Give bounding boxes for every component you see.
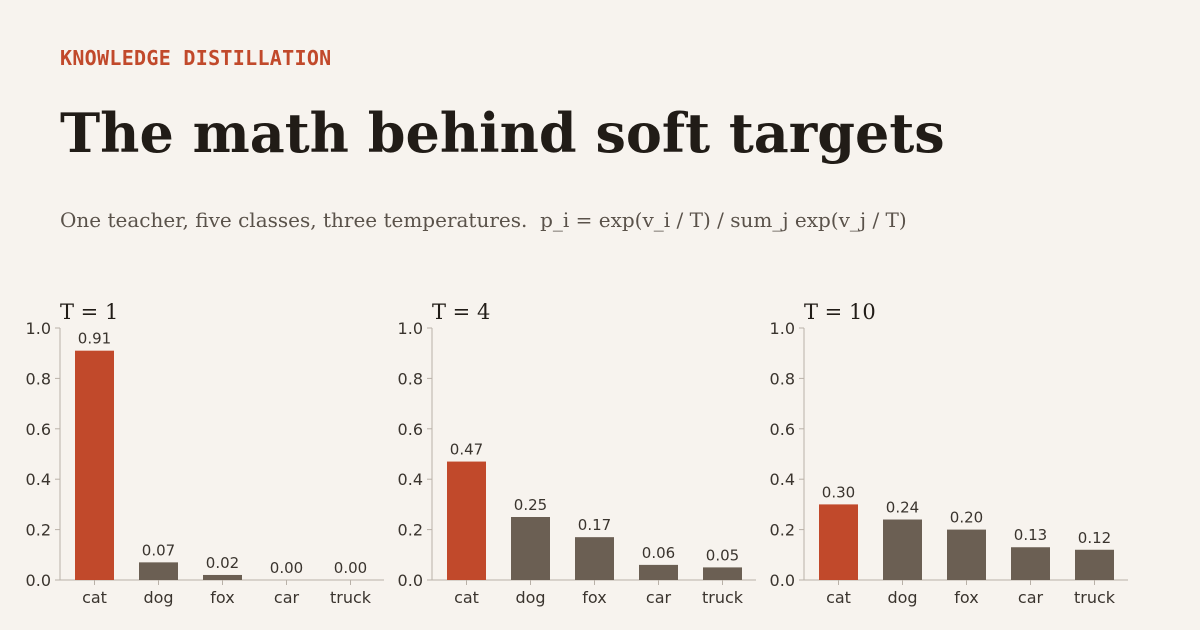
- y-tick-label: 0.8: [770, 369, 795, 388]
- y-tick-label: 0.4: [26, 470, 51, 489]
- bar-fox: [575, 537, 614, 580]
- x-tick-label: cat: [454, 588, 479, 607]
- value-label: 0.25: [514, 496, 547, 514]
- x-tick-label: car: [1018, 588, 1044, 607]
- y-tick-label: 0.6: [398, 420, 423, 439]
- x-tick-label: truck: [330, 588, 372, 607]
- bar-fox: [947, 529, 986, 580]
- value-label: 0.30: [822, 483, 855, 501]
- y-tick-label: 0.6: [770, 420, 795, 439]
- value-label: 0.91: [78, 330, 111, 348]
- subtitle-formula: One teacher, five classes, three tempera…: [60, 208, 907, 232]
- y-tick-label: 0.6: [26, 420, 51, 439]
- y-tick-label: 1.0: [398, 319, 423, 338]
- x-tick-label: fox: [582, 588, 606, 607]
- temperature-charts: T = 1 0.0 0.2 0.4 0.6 0.8 1.0 0.91 cat 0.07 dog 0.0…: [26, 300, 1128, 607]
- value-label: 0.02: [206, 554, 239, 572]
- x-tick-label: dog: [515, 588, 545, 607]
- value-label: 0.00: [270, 559, 303, 577]
- bar-cat: [819, 504, 858, 580]
- y-tick-label: 0.2: [26, 521, 51, 540]
- y-tick-label: 0.0: [26, 571, 51, 590]
- bar-dog: [883, 519, 922, 580]
- x-tick-label: car: [646, 588, 672, 607]
- x-tick-label: fox: [210, 588, 234, 607]
- y-tick-label: 0.0: [398, 571, 423, 590]
- bar-car: [639, 564, 678, 580]
- value-label: 0.17: [578, 516, 611, 534]
- chart-title: T = 1: [60, 300, 118, 324]
- bar-cat: [75, 350, 114, 580]
- value-label: 0.13: [1014, 526, 1047, 544]
- value-label: 0.06: [642, 544, 675, 562]
- eyebrow-label: KNOWLEDGE DISTILLATION: [60, 46, 332, 70]
- value-label: 0.24: [886, 499, 919, 517]
- bar-cat: [447, 461, 486, 580]
- x-tick-label: dog: [143, 588, 173, 607]
- x-tick-label: dog: [887, 588, 917, 607]
- value-label: 0.47: [450, 441, 483, 459]
- bar-truck: [1075, 549, 1114, 580]
- y-tick-label: 0.2: [398, 521, 423, 540]
- value-label: 0.12: [1078, 529, 1111, 547]
- bar-dog: [139, 562, 178, 580]
- y-tick-label: 1.0: [26, 319, 51, 338]
- y-tick-label: 0.4: [770, 470, 795, 489]
- bar-car: [1011, 547, 1050, 580]
- y-tick-label: 0.4: [398, 470, 423, 489]
- bar-dog: [511, 517, 550, 580]
- x-tick-label: truck: [702, 588, 744, 607]
- chart-title: T = 4: [432, 300, 490, 324]
- y-tick-label: 1.0: [770, 319, 795, 338]
- x-tick-label: cat: [826, 588, 851, 607]
- page-title: The math behind soft targets: [60, 101, 945, 165]
- value-label: 0.05: [706, 546, 739, 564]
- y-tick-label: 0.8: [398, 369, 423, 388]
- bar-truck: [703, 567, 742, 580]
- y-tick-label: 0.2: [770, 521, 795, 540]
- chart-title: T = 10: [804, 300, 876, 324]
- value-label: 0.00: [334, 559, 367, 577]
- bar-fox: [203, 574, 242, 580]
- x-tick-label: truck: [1074, 588, 1116, 607]
- x-tick-label: cat: [82, 588, 107, 607]
- value-label: 0.20: [950, 509, 983, 527]
- x-tick-label: fox: [954, 588, 978, 607]
- x-tick-label: car: [274, 588, 300, 607]
- y-tick-label: 0.8: [26, 369, 51, 388]
- value-label: 0.07: [142, 541, 175, 559]
- y-tick-label: 0.0: [770, 571, 795, 590]
